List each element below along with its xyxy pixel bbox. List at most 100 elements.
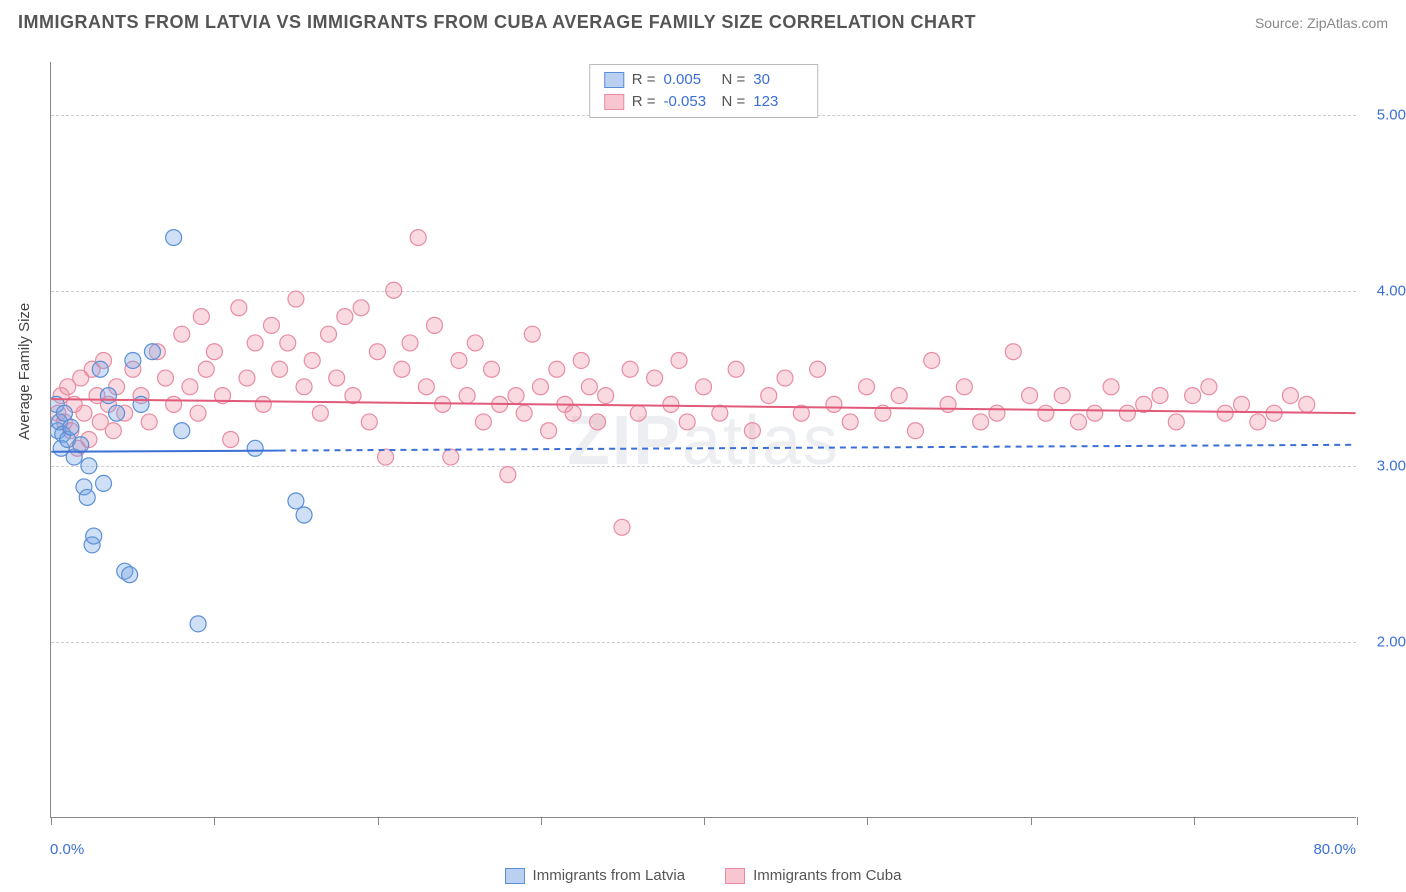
scatter-point [386, 282, 402, 298]
scatter-point [1250, 414, 1266, 430]
scatter-point [427, 317, 443, 333]
scatter-point [1054, 388, 1070, 404]
scatter-point [671, 352, 687, 368]
stat-r-value: 0.005 [664, 69, 714, 91]
scatter-point [81, 458, 97, 474]
scatter-point [989, 405, 1005, 421]
scatter-point [63, 419, 79, 435]
scatter-point [516, 405, 532, 421]
trend-line-dashed [280, 445, 1356, 451]
y-tick-label: 4.00 [1362, 282, 1406, 299]
scatter-point [166, 396, 182, 412]
scatter-point [541, 423, 557, 439]
scatter-point [1185, 388, 1201, 404]
trend-line [51, 451, 279, 452]
scatter-plot [51, 62, 1356, 817]
scatter-point [105, 423, 121, 439]
scatter-point [1201, 379, 1217, 395]
scatter-point [532, 379, 548, 395]
scatter-point [647, 370, 663, 386]
scatter-point [891, 388, 907, 404]
scatter-point [467, 335, 483, 351]
scatter-point [394, 361, 410, 377]
scatter-point [193, 309, 209, 325]
scatter-point [206, 344, 222, 360]
scatter-point [940, 396, 956, 412]
scatter-point [144, 344, 160, 360]
scatter-point [174, 326, 190, 342]
stat-n-value: 123 [753, 91, 803, 113]
scatter-point [581, 379, 597, 395]
y-axis-label: Average Family Size [16, 303, 33, 440]
scatter-point [96, 475, 112, 491]
scatter-point [109, 405, 125, 421]
legend-stats: R = 0.005 N = 30 R = -0.053 N = 123 [589, 64, 819, 118]
scatter-point [973, 414, 989, 430]
scatter-point [443, 449, 459, 465]
legend-series: Immigrants from Latvia Immigrants from C… [0, 867, 1406, 884]
scatter-point [329, 370, 345, 386]
x-tick [1194, 817, 1195, 825]
x-axis-min-label: 0.0% [50, 841, 84, 858]
scatter-point [174, 423, 190, 439]
scatter-point [1234, 396, 1250, 412]
scatter-point [288, 291, 304, 307]
scatter-point [296, 507, 312, 523]
scatter-point [122, 567, 138, 583]
scatter-point [500, 467, 516, 483]
swatch-latvia-icon [604, 72, 624, 88]
scatter-point [92, 361, 108, 377]
stat-label: R = [632, 91, 656, 113]
legend-label: Immigrants from Latvia [533, 867, 686, 884]
scatter-point [157, 370, 173, 386]
scatter-point [696, 379, 712, 395]
scatter-point [598, 388, 614, 404]
scatter-point [247, 335, 263, 351]
scatter-point [272, 361, 288, 377]
scatter-point [728, 361, 744, 377]
scatter-point [353, 300, 369, 316]
scatter-point [475, 414, 491, 430]
legend-item-latvia: Immigrants from Latvia [505, 867, 686, 884]
legend-item-cuba: Immigrants from Cuba [725, 867, 901, 884]
scatter-point [1152, 388, 1168, 404]
scatter-point [508, 388, 524, 404]
scatter-point [1119, 405, 1135, 421]
scatter-point [1299, 396, 1315, 412]
scatter-point [312, 405, 328, 421]
scatter-point [1070, 414, 1086, 430]
scatter-point [451, 352, 467, 368]
scatter-point [777, 370, 793, 386]
swatch-latvia-icon [505, 868, 525, 884]
scatter-point [141, 414, 157, 430]
y-tick-label: 5.00 [1362, 106, 1406, 123]
scatter-point [100, 388, 116, 404]
scatter-point [247, 440, 263, 456]
scatter-point [565, 405, 581, 421]
x-tick [541, 817, 542, 825]
stat-label: N = [722, 91, 746, 113]
x-tick [867, 817, 868, 825]
scatter-point [125, 352, 141, 368]
stat-label: N = [722, 69, 746, 91]
scatter-point [573, 352, 589, 368]
legend-stats-row: R = 0.005 N = 30 [604, 69, 804, 91]
scatter-point [1038, 405, 1054, 421]
chart-area: R = 0.005 N = 30 R = -0.053 N = 123 ZIPa… [50, 62, 1356, 818]
scatter-point [361, 414, 377, 430]
scatter-point [304, 352, 320, 368]
scatter-point [418, 379, 434, 395]
scatter-point [842, 414, 858, 430]
source-label: Source: ZipAtlas.com [1255, 15, 1388, 31]
scatter-point [182, 379, 198, 395]
scatter-point [255, 396, 271, 412]
scatter-point [1005, 344, 1021, 360]
x-tick [1357, 817, 1358, 825]
scatter-point [663, 396, 679, 412]
legend-stats-row: R = -0.053 N = 123 [604, 91, 804, 113]
x-axis-max-label: 80.0% [1313, 841, 1356, 858]
scatter-point [288, 493, 304, 509]
scatter-point [524, 326, 540, 342]
scatter-point [549, 361, 565, 377]
scatter-point [321, 326, 337, 342]
